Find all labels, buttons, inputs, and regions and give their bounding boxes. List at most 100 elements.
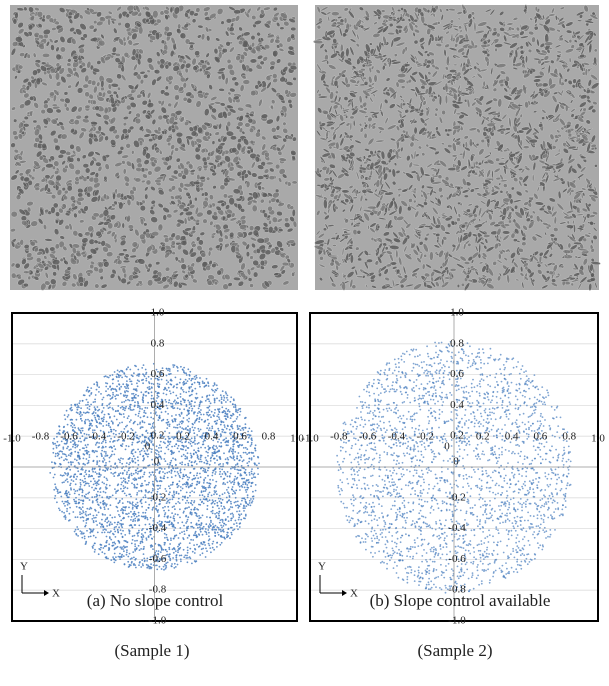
slope-point [126,554,128,556]
slope-point [148,482,150,484]
surface-bump [350,122,352,131]
surface-bump [282,262,289,266]
slope-point [125,406,127,408]
slope-point [218,498,220,500]
slope-point [246,453,248,455]
slope-point [103,407,105,409]
surface-bump [326,121,334,124]
slope-point [122,502,124,504]
surface-bump [260,61,264,65]
slope-point [128,477,130,479]
slope-point [131,482,133,484]
surface-bump [437,21,440,24]
surface-bump [559,77,562,85]
slope-point [179,408,181,410]
slope-point [115,498,117,500]
slope-point [168,438,170,440]
surface-bump [250,59,257,64]
slope-point [184,533,186,535]
surface-bump [576,207,580,213]
surface-bump [569,92,572,95]
surface-bump [439,95,442,105]
surface-bump [453,64,457,66]
surface-bump [531,37,535,43]
surface-bump [441,110,445,115]
slope-point [217,388,219,390]
slope-point [110,504,112,506]
slope-point [85,444,87,446]
slope-point [96,456,98,458]
surface-bump [104,176,108,180]
slope-point [142,476,144,478]
slope-point [89,420,91,422]
slope-point [156,415,158,417]
surface-bump [495,48,498,52]
slope-point [133,409,135,411]
slope-point [116,419,118,421]
surface-bump [401,85,405,89]
slope-point [220,525,222,527]
slope-point [173,567,175,569]
surface-bump [229,197,235,205]
slope-point [185,516,187,518]
surface-bump [123,168,127,174]
slope-point [156,469,158,471]
surface-bump [177,24,181,29]
slope-point [171,453,173,455]
slope-point [212,506,214,508]
slope-point [106,479,108,481]
slope-point [79,438,81,440]
surface-bump [23,123,29,127]
slope-point [184,383,186,385]
surface-bump [467,58,471,65]
slope-point [134,535,136,537]
slope-point [168,494,170,496]
surface-bump [218,145,224,150]
slope-point [167,506,169,508]
surface-bump [457,284,460,288]
surface-bump [268,200,271,204]
slope-point [216,512,218,514]
slope-point [177,427,179,429]
slope-point [136,540,138,542]
slope-point [200,414,202,416]
surface-bump [93,138,98,142]
slope-point [84,433,86,435]
slope-point [193,413,195,415]
surface-bump [485,128,489,132]
slope-point [138,512,140,514]
slope-point [202,543,204,545]
slope-point [80,415,82,417]
surface-bump [331,12,339,16]
surface-bump [342,190,349,194]
slope-point [103,483,105,485]
slope-point [179,426,181,428]
slope-point [148,392,150,394]
slope-point [178,423,180,425]
surface-bump [498,162,505,165]
slope-point [229,429,231,431]
surface-bump [377,150,381,153]
slope-point [94,415,96,417]
slope-point [198,520,200,522]
slope-point [206,516,208,518]
surface-bump [41,143,46,149]
surface-bump [219,88,225,92]
slope-point [203,526,205,528]
slope-point [143,553,145,555]
surface-bump [397,79,405,84]
surface-bump [144,194,148,200]
surface-bump [104,107,109,114]
surface-bump [260,260,265,266]
slope-point [218,414,220,416]
surface-bump [20,239,24,245]
slope-point [86,434,88,436]
surface-bump [374,75,378,83]
slope-point [97,501,99,503]
slope-point [197,412,199,414]
slope-point [199,526,201,528]
slope-point [121,463,123,465]
slope-point [123,550,125,552]
slope-point [255,450,257,452]
slope-point [82,506,84,508]
